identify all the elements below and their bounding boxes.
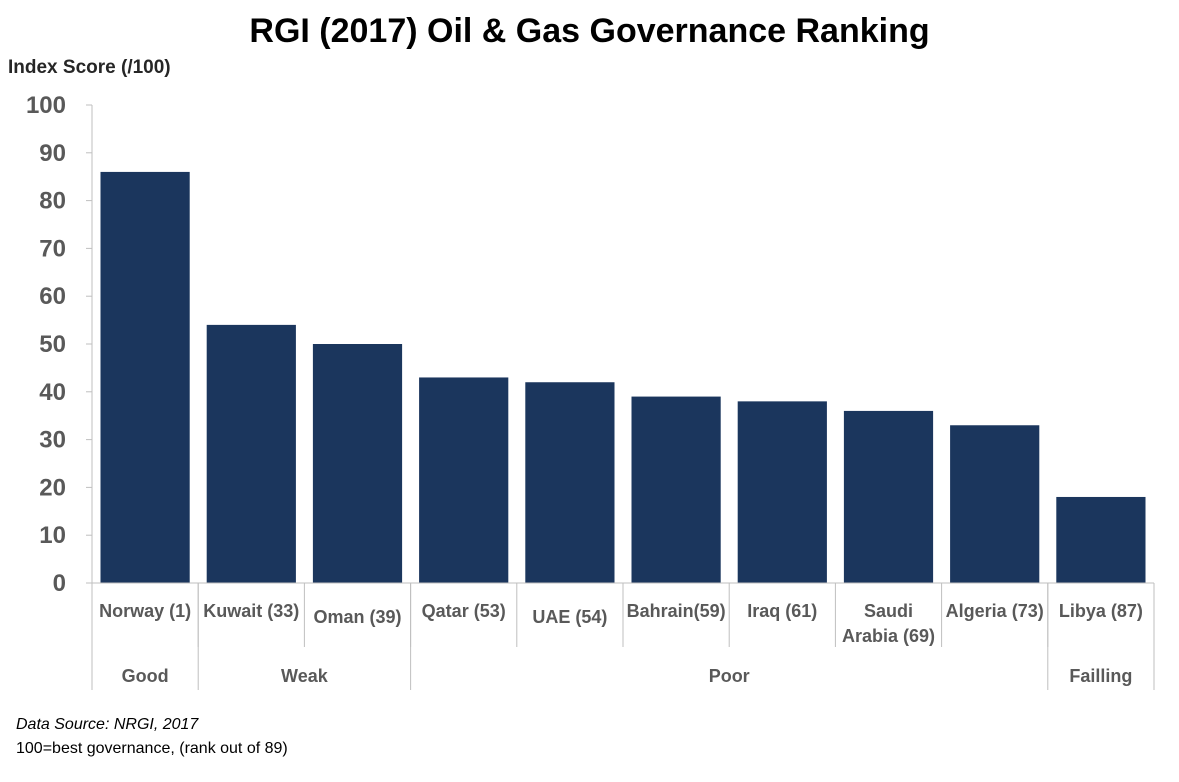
y-tick-label: 40 <box>39 379 66 406</box>
data-source-note: Data Source: NRGI, 2017 <box>16 716 199 733</box>
y-tick-label: 90 <box>39 140 66 167</box>
x-category-label: Iraq (61) <box>747 601 817 621</box>
group-label: Poor <box>709 666 750 686</box>
chart-title: RGI (2017) Oil & Gas Governance Ranking <box>249 12 930 50</box>
bar <box>737 401 827 583</box>
x-category-label: UAE (54) <box>532 607 607 627</box>
bar <box>419 377 509 583</box>
group-label: Failling <box>1069 666 1132 686</box>
bar <box>206 324 296 583</box>
scale-note: 100=best governance, (rank out of 89) <box>16 740 288 757</box>
x-category-label: Arabia (69) <box>842 626 935 646</box>
group-label: Weak <box>281 666 329 686</box>
y-tick-label: 50 <box>39 331 66 358</box>
bar <box>843 410 934 583</box>
x-category-label: Algeria (73) <box>946 601 1044 621</box>
x-category-label: Saudi <box>864 601 913 621</box>
y-tick-label: 80 <box>39 188 66 215</box>
y-tick-label: 0 <box>53 570 66 597</box>
bar <box>100 171 190 584</box>
x-category-label: Norway (1) <box>99 601 191 621</box>
x-category-label: Qatar (53) <box>422 601 506 621</box>
y-tick-label: 10 <box>39 522 66 549</box>
bar <box>525 382 615 583</box>
y-tick-label: 30 <box>39 427 66 454</box>
y-axis-title: Index Score (/100) <box>8 57 171 78</box>
bar <box>950 425 1040 583</box>
x-category-label: Bahrain(59) <box>627 601 726 621</box>
y-tick-label: 70 <box>39 235 66 262</box>
bar <box>1056 496 1146 583</box>
x-category-label: Kuwait (33) <box>203 601 299 621</box>
bar <box>312 344 403 583</box>
x-category-label: Libya (87) <box>1059 601 1143 621</box>
y-tick-label: 100 <box>26 92 66 119</box>
y-tick-label: 60 <box>39 283 66 310</box>
y-tick-label: 20 <box>39 474 66 501</box>
bar <box>631 396 721 583</box>
group-label: Good <box>122 666 169 686</box>
x-category-label: Oman (39) <box>313 607 401 627</box>
